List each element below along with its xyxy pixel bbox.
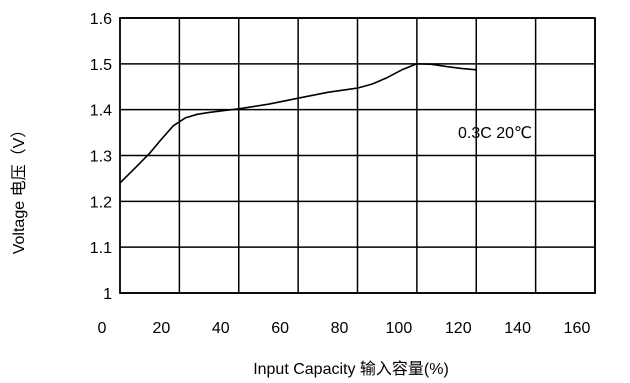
y-tick-label: 1	[103, 286, 112, 303]
x-tick-label: 80	[331, 320, 349, 337]
grid	[119, 17, 596, 294]
y-tick-label: 1.2	[90, 194, 112, 211]
x-tick-labels: 0 20 40 60 80 100 120 140 160	[98, 320, 591, 337]
x-tick-label: 40	[212, 320, 230, 337]
series-group	[119, 62, 477, 184]
x-tick-label: 100	[386, 320, 413, 337]
y-tick-labels: 1 1.1 1.2 1.3 1.4 1.5 1.6	[90, 11, 112, 303]
y-tick-label: 1.4	[90, 103, 112, 120]
condition-annotation: 0.3C 20℃	[458, 125, 532, 142]
x-tick-label: 20	[152, 320, 170, 337]
y-axis-label: Voltage 电压（V）	[10, 122, 28, 255]
y-tick-label: 1.6	[90, 11, 112, 28]
x-tick-label: 160	[564, 320, 591, 337]
y-tick-label: 1.1	[90, 240, 112, 257]
y-tick-label: 1.3	[90, 149, 112, 166]
series-line-0	[119, 62, 477, 184]
y-tick-label: 1.5	[90, 57, 112, 74]
x-tick-label: 140	[504, 320, 531, 337]
plot-frame	[119, 17, 596, 294]
x-tick-label: 120	[445, 320, 472, 337]
x-axis-label: Input Capacity 输入容量(%)	[253, 360, 449, 378]
x-tick-label: 0	[98, 320, 107, 337]
x-tick-label: 60	[271, 320, 289, 337]
